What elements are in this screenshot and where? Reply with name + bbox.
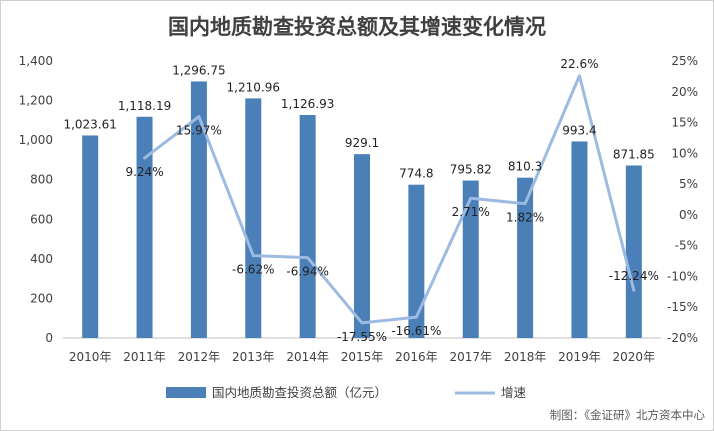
legend: 国内地质勘查投资总额（亿元） 增速: [166, 385, 527, 400]
bar: [354, 154, 370, 338]
y-right-tick-label: 20%: [671, 85, 698, 99]
line-data-label: -6.62%: [232, 263, 274, 277]
y-left-tick-label: 0: [45, 331, 53, 345]
x-tick-label: 2019年: [558, 350, 601, 364]
x-tick-label: 2018年: [504, 350, 547, 364]
line-data-label: 22.6%: [560, 57, 598, 71]
line-data-label: 1.82%: [506, 211, 544, 225]
bar-data-label: 1,118.19: [118, 99, 171, 113]
line-data-label: -12.24%: [609, 269, 659, 283]
x-tick-label: 2016年: [395, 350, 438, 364]
legend-bar-label: 国内地质勘查投资总额（亿元）: [212, 385, 387, 400]
line-series: [143, 74, 636, 325]
line-data-label: 9.24%: [125, 165, 163, 179]
bar: [299, 115, 316, 339]
y-left-tick-label: 800: [30, 173, 53, 187]
bar: [462, 180, 479, 338]
y-right-tick-label: -10%: [667, 269, 698, 283]
bar: [408, 184, 425, 338]
chart-title: 国内地质勘查投资总额及其增速变化情况: [168, 15, 546, 39]
y-right-tick-label: 25%: [671, 54, 698, 68]
line-data-label: -17.55%: [337, 330, 387, 344]
y-left-tick-label: 400: [30, 252, 53, 266]
y-right-tick-label: -15%: [667, 300, 698, 314]
bar-data-label: 929.1: [345, 136, 379, 150]
growth-line: [143, 74, 636, 325]
bar: [190, 81, 207, 339]
line-data-label: 2.71%: [452, 205, 490, 219]
bar-data-label: 795.82: [450, 163, 492, 177]
y-right-tick-label: 0%: [679, 208, 698, 222]
legend-line-label: 增速: [501, 385, 527, 400]
line-data-label: -16.61%: [391, 324, 441, 338]
bar: [517, 177, 534, 338]
x-tick-label: 2010年: [69, 350, 112, 364]
x-tick-label: 2017年: [449, 350, 492, 364]
x-tick-label: 2012年: [178, 350, 221, 364]
x-tick-label: 2015年: [341, 350, 384, 364]
x-tick-label: 2014年: [286, 350, 329, 364]
bar-data-label: 810.3: [508, 160, 542, 174]
bar: [625, 165, 642, 338]
credit-text: 制图：《金证研》北方资本中心: [550, 408, 706, 422]
y-left-tick-label: 1,200: [19, 94, 53, 108]
bar: [136, 116, 153, 338]
y-right-tick-label: 5%: [679, 177, 698, 191]
data-labels: 1,023.611,118.19 1,296.751,210.961,126.93…: [63, 57, 658, 344]
y-right-tick-label: -5%: [675, 239, 698, 253]
x-tick-label: 2013年: [232, 350, 275, 364]
y-left-tick-label: 1,400: [19, 54, 53, 68]
y-right-tick-label: 15%: [671, 116, 698, 130]
line-data-label: 15.97%: [176, 124, 222, 138]
x-tick-label: 2020年: [613, 350, 656, 364]
bar: [571, 141, 588, 338]
bar-data-label: 993.4: [562, 123, 596, 137]
bar-data-label: 1,210.96: [227, 80, 280, 94]
y-right-tick-label: -20%: [667, 331, 698, 345]
y-right-tick-label: 10%: [671, 146, 698, 160]
bar-data-label: 1,126.93: [281, 97, 334, 111]
axes: 0 200 400 600 800 1,000 1,200 1,400 -20% -15% -10%…: [19, 54, 698, 364]
bar-data-label: 774.8: [399, 167, 433, 181]
bar-series: [82, 81, 642, 339]
bar-data-label: 1,023.61: [63, 117, 116, 131]
line-data-label: -6.94%: [286, 265, 328, 279]
y-left-tick-label: 1,000: [19, 133, 53, 147]
bar-data-label: 871.85: [613, 147, 655, 161]
bar: [82, 135, 99, 338]
bar-data-label: 1,296.75: [172, 63, 225, 77]
x-tick-label: 2011年: [123, 350, 166, 364]
y-left-tick-label: 200: [30, 291, 53, 305]
legend-bar-swatch: [166, 387, 206, 398]
bar: [245, 98, 262, 338]
y-left-tick-label: 600: [30, 212, 53, 226]
